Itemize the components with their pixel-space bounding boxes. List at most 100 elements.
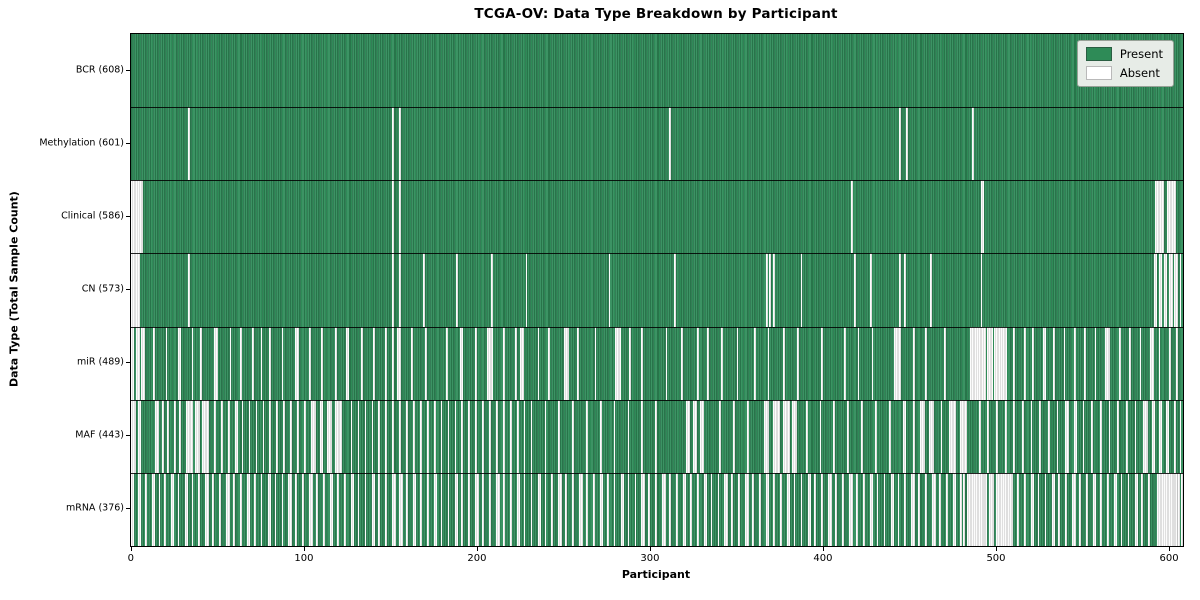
absent-stripe [1158, 253, 1163, 327]
absent-stripe [608, 253, 611, 327]
absent-stripe [854, 253, 856, 327]
absent-stripe [1082, 399, 1085, 473]
absent-stripe [399, 180, 401, 254]
absent-stripe [627, 472, 630, 546]
absent-stripe [800, 253, 803, 327]
absent-stripe [1143, 399, 1149, 473]
absent-stripe [392, 326, 394, 400]
heatmap-row-CN [131, 253, 1183, 327]
absent-stripe [321, 326, 324, 400]
absent-stripe [565, 472, 567, 546]
absent-stripe [302, 472, 304, 546]
x-tick-mark [822, 547, 824, 551]
y-tick-label-Clinical: Clinical (586) [61, 210, 124, 222]
absent-stripe [373, 326, 375, 400]
absent-stripe [188, 253, 190, 327]
absent-stripe [980, 180, 984, 254]
absent-stripe [329, 472, 334, 546]
row-separator [131, 326, 1183, 328]
absent-stripe [392, 180, 394, 254]
absent-stripe [913, 326, 915, 400]
absent-stripe [426, 399, 429, 473]
absent-stripe [738, 472, 741, 546]
absent-stripe [641, 326, 644, 400]
absent-stripe [267, 472, 272, 546]
absent-stripe [131, 180, 144, 254]
heatmap-row-MAF [131, 399, 1183, 473]
x-tick-mark [303, 547, 305, 551]
absent-stripe [547, 326, 550, 400]
absent-stripe [696, 472, 699, 546]
absent-stripe [144, 472, 147, 546]
absent-stripe [766, 253, 768, 327]
absent-stripe [1072, 472, 1076, 546]
absent-stripe [200, 326, 202, 400]
absent-stripe [733, 399, 735, 473]
absent-stripe [177, 472, 180, 546]
absent-stripe [902, 399, 907, 473]
absent-stripe [724, 472, 728, 546]
absent-stripe [131, 326, 135, 400]
absent-stripe [378, 399, 381, 473]
x-tick-mark [1169, 547, 1171, 551]
absent-stripe [1013, 399, 1016, 473]
absent-stripe [475, 472, 479, 546]
absent-stripe [1022, 399, 1024, 473]
absent-stripe [440, 472, 443, 546]
absent-stripe [195, 399, 201, 473]
absent-stripe [214, 326, 218, 400]
x-tick-label-200: 200 [467, 553, 487, 564]
absent-stripe [904, 472, 907, 546]
absent-stripe [842, 472, 844, 546]
absent-stripe [932, 472, 936, 546]
absent-stripe [897, 472, 900, 546]
absent-stripe [746, 399, 749, 473]
absent-stripe [786, 472, 791, 546]
absent-stripe [1004, 399, 1007, 473]
absent-stripe [634, 472, 637, 546]
absent-stripe [978, 399, 981, 473]
absent-stripe [1058, 472, 1061, 546]
absent-stripe [875, 399, 877, 473]
absent-stripe [1153, 253, 1158, 327]
absent-stripe [857, 326, 860, 400]
absent-stripe [131, 253, 140, 327]
absent-stripe [262, 399, 265, 473]
absent-stripe [1023, 326, 1026, 400]
row-separator [131, 107, 1183, 109]
absent-stripe [283, 399, 285, 473]
y-tick-label-mRNA: mRNA (376) [65, 502, 124, 514]
absent-stripe [1134, 399, 1137, 473]
absent-stripe [572, 472, 574, 546]
absent-stripe [136, 326, 140, 400]
absent-stripe [276, 399, 279, 473]
absent-stripe [371, 399, 374, 473]
absent-stripe [399, 107, 401, 181]
absent-stripe [253, 472, 256, 546]
absent-stripe [1120, 472, 1123, 546]
heatmap-row-BCR [131, 34, 1183, 108]
absent-stripe [1030, 472, 1035, 546]
y-tick-mark [126, 435, 130, 437]
absent-stripe [629, 326, 632, 400]
absent-stripe [399, 472, 403, 546]
absent-stripe [855, 472, 858, 546]
absent-stripe [558, 472, 562, 546]
absent-stripe [445, 326, 448, 400]
absent-stripe [641, 472, 645, 546]
absent-stripe [586, 399, 588, 473]
absent-stripe [227, 399, 230, 473]
absent-stripe [925, 472, 927, 546]
absent-stripe [681, 326, 683, 400]
absent-stripe [468, 399, 471, 473]
absent-stripe [255, 399, 258, 473]
legend-label-present: Present [1119, 47, 1163, 61]
absent-stripe [1056, 399, 1059, 473]
absent-stripe [1155, 180, 1164, 254]
absent-stripe [918, 472, 920, 546]
absent-stripe [454, 472, 458, 546]
absent-stripe [871, 326, 874, 400]
absent-stripe [764, 399, 770, 473]
absent-stripe [201, 399, 209, 473]
absent-stripe [759, 472, 761, 546]
